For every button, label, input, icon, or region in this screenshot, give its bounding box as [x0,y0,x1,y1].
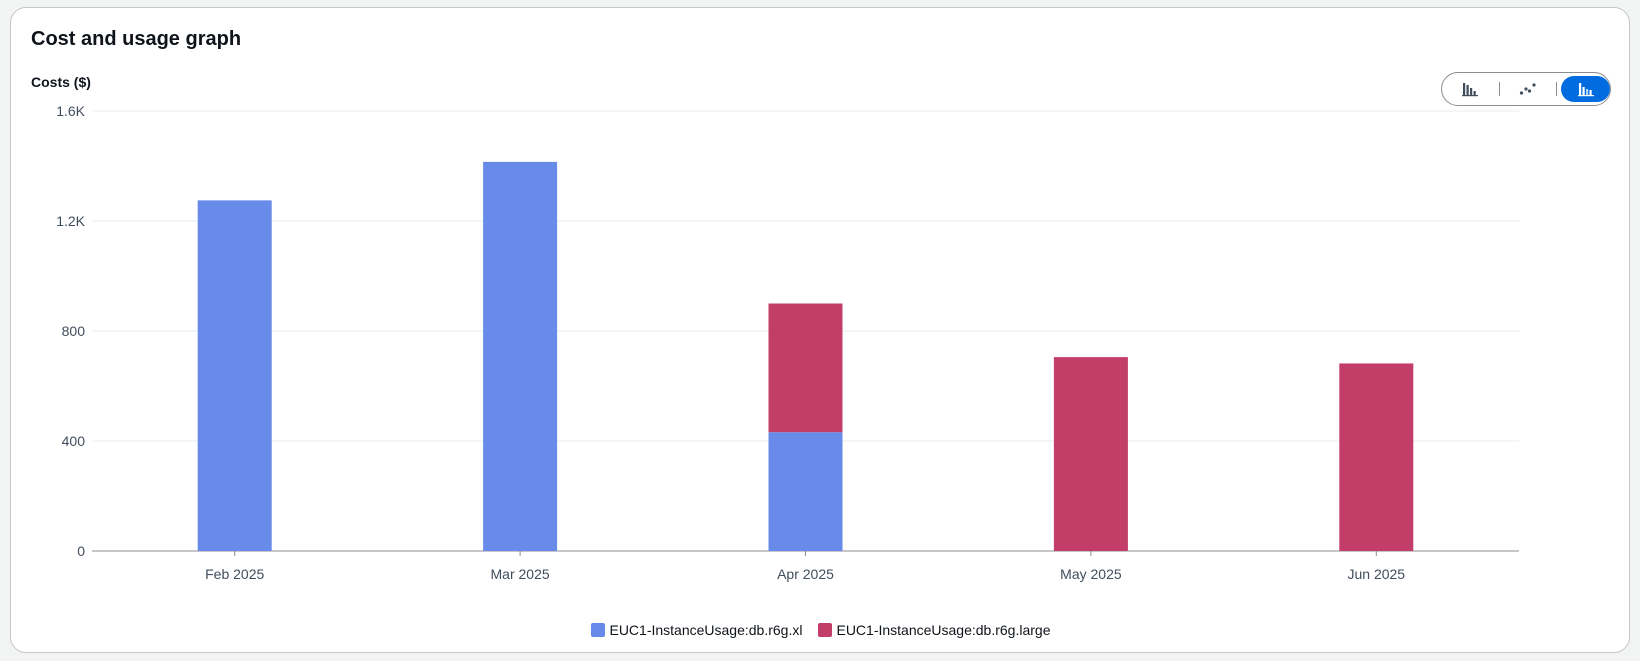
x-tick-label: Apr 2025 [777,566,834,582]
line-chart-toggle[interactable] [1504,76,1553,102]
legend-swatch [591,623,606,637]
bar [768,432,843,551]
bar [1053,357,1128,551]
bar [1339,363,1414,551]
legend-label: EUC1-InstanceUsage:db.r6g.xl [609,622,803,638]
x-tick-label: Mar 2025 [491,566,550,582]
y-tick-label: 1.6K [56,103,85,119]
y-axis-title: Costs ($) [31,74,91,90]
legend-item-xl[interactable]: EUC1-InstanceUsage:db.r6g.xl [591,622,802,638]
toggle-separator [1556,82,1558,96]
bar [483,161,558,551]
cost-chart: 0 400 800 1.2K 1.6K Feb 2025 Mar 2025 Apr 2025 M… [56,103,1519,582]
x-tick-label: Feb 2025 [205,566,264,582]
x-tick-label: Jun 2025 [1347,566,1405,582]
legend-swatch [818,623,833,637]
stacked-bar-chart-toggle[interactable] [1561,76,1610,102]
y-tick-label: 800 [62,323,86,339]
bar [197,200,272,551]
bar [768,303,843,433]
y-tick-label: 400 [62,433,86,449]
chart-type-toggle [1441,72,1611,106]
bar-chart-toggle[interactable] [1446,76,1495,102]
stacked-bar-chart-icon [1577,83,1594,97]
legend-item-large[interactable]: EUC1-InstanceUsage:db.r6g.large [818,622,1051,638]
cost-usage-panel: Cost and usage graph Costs ($) [10,7,1630,653]
x-tick-label: May 2025 [1060,566,1122,582]
line-chart-icon [1519,83,1536,95]
y-tick-label: 1.2K [56,213,85,229]
chart-legend: EUC1-InstanceUsage:db.r6g.xl EUC1-Instan… [11,622,1631,638]
y-tick-label: 0 [77,543,85,559]
toggle-separator [1498,82,1500,96]
bar-chart-icon [1462,83,1479,97]
panel-title: Cost and usage graph [31,28,242,50]
legend-label: EUC1-InstanceUsage:db.r6g.large [836,622,1051,638]
